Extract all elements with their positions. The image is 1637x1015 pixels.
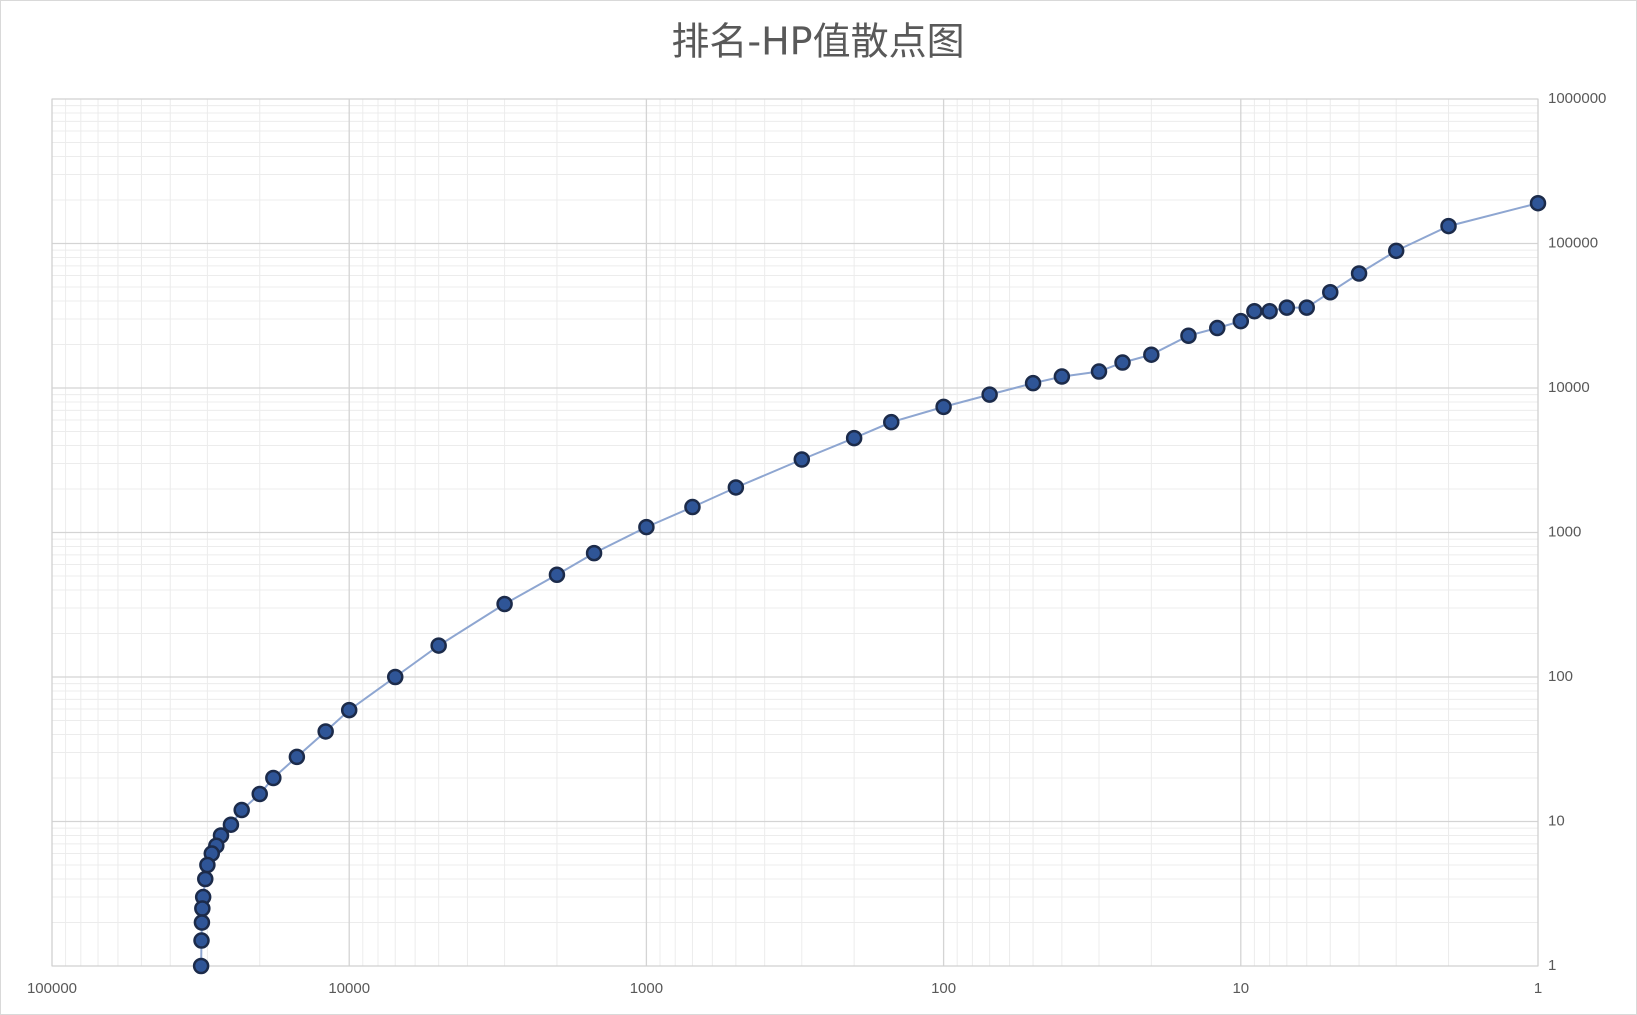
point bbox=[727, 479, 745, 496]
point bbox=[548, 566, 566, 584]
chart-title: 排名-HP值散点图 bbox=[671, 20, 964, 64]
y-tick-label: 1000000 bbox=[1548, 90, 1606, 107]
point bbox=[1440, 217, 1457, 235]
point bbox=[251, 785, 268, 803]
x-tick-label: 100 bbox=[931, 980, 956, 997]
point bbox=[193, 914, 211, 931]
point bbox=[317, 723, 334, 740]
point bbox=[1232, 312, 1250, 330]
y-tick-label: 10000 bbox=[1548, 379, 1590, 396]
x-tick-label: 100000 bbox=[27, 980, 77, 997]
y-tick-label: 10 bbox=[1548, 812, 1565, 829]
point bbox=[340, 701, 358, 719]
point bbox=[386, 668, 404, 686]
point bbox=[192, 957, 210, 975]
point bbox=[1387, 242, 1405, 260]
point bbox=[1246, 302, 1263, 320]
point bbox=[1114, 354, 1131, 371]
y-tick-label: 100000 bbox=[1548, 234, 1598, 251]
point bbox=[638, 518, 655, 536]
point bbox=[430, 637, 447, 654]
point bbox=[793, 451, 811, 468]
x-tick-label: 10 bbox=[1232, 980, 1249, 997]
x-tick-label: 1000 bbox=[630, 980, 663, 997]
point bbox=[265, 769, 282, 787]
point bbox=[496, 595, 513, 613]
y-tick-label: 1 bbox=[1548, 957, 1556, 974]
point bbox=[1298, 299, 1315, 316]
plot-area bbox=[51, 98, 1539, 967]
point bbox=[845, 429, 863, 447]
point bbox=[233, 801, 250, 819]
point bbox=[1024, 374, 1042, 392]
point bbox=[1143, 346, 1160, 363]
point bbox=[1180, 327, 1197, 344]
point bbox=[585, 544, 603, 562]
point bbox=[288, 748, 306, 766]
x-tick-label: 10000 bbox=[328, 980, 370, 997]
y-tick-label: 1000 bbox=[1548, 523, 1581, 540]
point bbox=[1322, 283, 1339, 301]
point bbox=[935, 398, 952, 416]
point bbox=[1209, 319, 1226, 337]
point bbox=[1278, 299, 1296, 316]
point bbox=[1350, 265, 1368, 282]
point bbox=[1090, 363, 1108, 380]
point bbox=[222, 816, 240, 833]
point bbox=[684, 498, 701, 516]
point bbox=[1529, 194, 1547, 212]
point bbox=[981, 386, 998, 403]
point bbox=[197, 870, 214, 888]
point bbox=[194, 900, 211, 917]
point bbox=[199, 856, 216, 874]
y-tick-label: 100 bbox=[1548, 668, 1573, 685]
point bbox=[193, 932, 210, 949]
point bbox=[1261, 302, 1278, 320]
x-tick-label: 1 bbox=[1534, 980, 1542, 997]
point bbox=[883, 413, 900, 431]
point bbox=[1053, 368, 1071, 385]
